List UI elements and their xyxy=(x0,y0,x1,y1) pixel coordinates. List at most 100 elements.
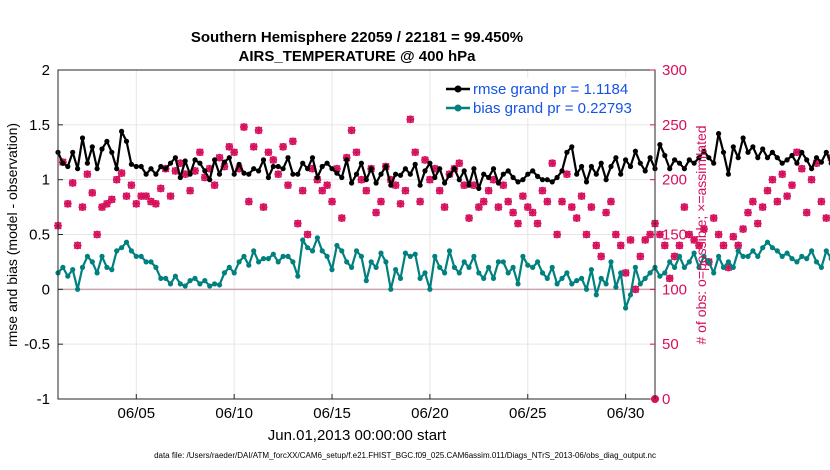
obs-assimilated-glyph xyxy=(568,203,576,211)
series-point-rmse xyxy=(133,163,139,170)
series-point-bias xyxy=(735,248,741,254)
obs-assimilated-marker xyxy=(181,170,190,178)
series-point-bias xyxy=(809,248,815,254)
series-point-bias xyxy=(525,262,531,268)
series-point-rmse xyxy=(246,171,252,177)
obs-assimilated-glyph xyxy=(98,203,106,211)
series-point-bias xyxy=(241,253,247,259)
obs-assimilated-marker xyxy=(201,173,209,182)
series-point-bias xyxy=(549,264,555,270)
series-point-bias xyxy=(574,278,580,284)
obs-assimilated-glyph xyxy=(519,192,527,200)
obs-assimilated-glyph xyxy=(798,164,806,173)
series-point-rmse xyxy=(256,168,262,174)
y-tick-label: 0.5 xyxy=(29,227,50,244)
obs-assimilated-glyph xyxy=(484,186,493,195)
series-point-bias xyxy=(696,264,702,270)
series-point-rmse xyxy=(383,163,389,170)
obs-assimilated-glyph xyxy=(612,230,620,239)
obs-assimilated-marker xyxy=(240,123,248,131)
series-point-bias xyxy=(818,264,825,270)
obs-assimilated-glyph xyxy=(538,186,547,195)
series-point-rmse xyxy=(701,148,707,154)
obs-assimilated-glyph xyxy=(377,197,385,206)
series-point-bias xyxy=(363,278,369,284)
obs-assimilated-glyph xyxy=(455,159,464,168)
series-point-bias xyxy=(79,264,86,270)
series-point-rmse xyxy=(471,166,477,172)
series-point-bias xyxy=(725,259,732,265)
grid-lines xyxy=(58,69,655,400)
series-point-bias xyxy=(672,264,678,270)
obs-assimilated-marker xyxy=(274,170,283,178)
series-point-rmse xyxy=(755,155,761,161)
series-point-bias xyxy=(613,284,619,290)
obs-assimilated-glyph xyxy=(636,252,645,261)
obs-assimilated-glyph xyxy=(156,184,165,193)
series-point-rmse xyxy=(559,168,565,174)
obs-assimilated-glyph xyxy=(196,148,204,157)
series-point-rmse xyxy=(784,157,790,163)
obs-assimilated-marker xyxy=(807,175,816,184)
obs-assimilated-marker xyxy=(235,164,243,173)
series-point-rmse xyxy=(588,163,595,170)
obs-assimilated-marker xyxy=(103,199,111,208)
obs-assimilated-marker xyxy=(98,203,106,211)
obs-assimilated-marker xyxy=(196,148,204,157)
series-point-rmse xyxy=(300,160,306,166)
obs-assimilated-glyph xyxy=(147,197,155,206)
series-point-bias xyxy=(197,281,203,287)
obs-assimilated-glyph xyxy=(734,241,742,250)
obs-assimilated-marker xyxy=(675,241,684,250)
obs-assimilated-glyph xyxy=(616,241,625,250)
obs-assimilated-glyph xyxy=(523,203,532,211)
series-point-rmse xyxy=(569,144,575,150)
obs-assimilated-marker xyxy=(122,192,131,200)
series-point-rmse xyxy=(515,179,521,185)
obs-assimilated-glyph xyxy=(142,192,150,200)
obs-assimilated-glyph xyxy=(749,197,757,206)
series-point-rmse xyxy=(285,155,291,161)
obs-assimilated-glyph xyxy=(254,126,263,135)
obs-assimilated-glyph xyxy=(186,186,194,195)
series-point-bias xyxy=(623,305,629,311)
obs-assimilated-glyph xyxy=(362,186,371,195)
obs-assimilated-glyph xyxy=(660,241,669,250)
obs-assimilated-glyph xyxy=(117,169,126,177)
obs-assimilated-marker xyxy=(377,197,385,206)
obs-assimilated-marker xyxy=(83,170,92,178)
obs-assimilated-glyph xyxy=(812,159,821,168)
series-point-bias xyxy=(789,256,795,262)
obs-assimilated-glyph xyxy=(744,208,752,217)
chart-title: Southern Hemisphere 22059 / 22181 = 99.4… xyxy=(191,29,523,46)
series-point-bias xyxy=(662,270,668,276)
series-point-rmse xyxy=(505,168,511,174)
obs-assimilated-marker xyxy=(479,197,488,206)
obs-assimilated-glyph xyxy=(509,208,517,217)
series-point-bias xyxy=(158,275,164,281)
obs-assimilated-marker xyxy=(264,148,273,157)
series-point-bias xyxy=(442,270,448,276)
series-point-rmse xyxy=(363,177,369,183)
series-point-bias xyxy=(544,275,550,281)
series-point-rmse xyxy=(226,155,232,161)
series-point-bias xyxy=(466,264,472,270)
obs-assimilated-glyph xyxy=(778,170,787,178)
series-point-bias xyxy=(182,283,188,289)
obs-assimilated-marker xyxy=(259,203,268,211)
obs-assimilated-marker xyxy=(127,181,136,189)
obs-assimilated-marker xyxy=(225,142,234,151)
series-point-rmse xyxy=(603,177,609,183)
obs-assimilated-marker xyxy=(685,230,694,239)
obs-assimilated-glyph xyxy=(245,197,253,206)
obs-assimilated-glyph xyxy=(225,142,234,151)
series-point-bias xyxy=(388,286,394,292)
series-point-rmse xyxy=(769,149,776,155)
obs-assimilated-glyph xyxy=(607,197,615,206)
obs-assimilated-glyph xyxy=(230,148,238,157)
obs-assimilated-marker xyxy=(519,192,527,200)
obs-assimilated-marker xyxy=(558,197,566,206)
series-point-bias xyxy=(579,275,585,281)
series-point-bias xyxy=(314,235,320,241)
obs-assimilated-marker xyxy=(568,203,576,211)
